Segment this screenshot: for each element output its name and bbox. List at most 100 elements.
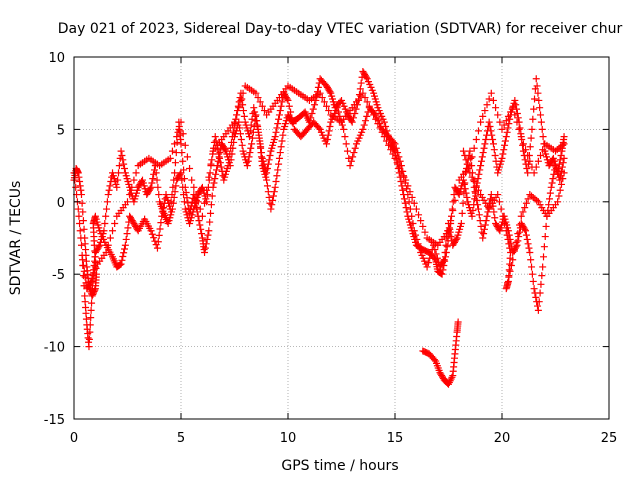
data-point xyxy=(307,114,315,122)
data-point xyxy=(76,227,84,235)
data-point xyxy=(499,150,507,158)
data-point xyxy=(150,234,158,242)
data-point xyxy=(559,175,567,183)
data-point xyxy=(395,163,403,171)
data-point xyxy=(430,356,438,364)
data-point xyxy=(499,212,507,220)
data-point xyxy=(210,179,218,187)
data-point xyxy=(530,169,538,177)
data-point xyxy=(482,136,490,144)
data-point xyxy=(511,96,519,104)
data-point xyxy=(426,254,434,262)
data-point xyxy=(495,198,503,206)
data-point xyxy=(128,183,136,191)
data-point xyxy=(410,227,418,235)
data-point xyxy=(147,227,155,235)
data-point xyxy=(176,170,184,178)
data-point xyxy=(546,195,554,203)
data-point xyxy=(517,133,525,141)
data-point xyxy=(361,94,369,102)
data-point xyxy=(237,96,245,104)
data-point xyxy=(201,248,209,256)
data-point xyxy=(119,253,127,261)
data-series xyxy=(70,67,568,388)
data-point xyxy=(549,156,557,164)
data-point xyxy=(355,91,363,99)
data-point xyxy=(467,154,475,162)
data-point xyxy=(275,154,283,162)
data-point xyxy=(433,254,441,262)
data-point xyxy=(445,227,452,235)
data-point xyxy=(507,262,515,270)
data-point xyxy=(252,89,260,97)
data-point xyxy=(560,140,568,148)
data-point xyxy=(472,136,480,144)
data-point xyxy=(132,169,140,177)
data-point xyxy=(231,118,238,126)
data-point xyxy=(102,212,110,220)
data-point xyxy=(447,233,455,241)
data-point xyxy=(233,111,241,119)
data-point xyxy=(528,270,536,278)
x-tick-label: 0 xyxy=(70,431,78,446)
data-point xyxy=(342,140,350,148)
data-point xyxy=(458,209,466,217)
data-point xyxy=(385,141,393,149)
data-point xyxy=(404,182,412,190)
data-point xyxy=(463,193,471,201)
data-point xyxy=(538,125,546,133)
data-point xyxy=(205,173,213,181)
data-point xyxy=(459,199,467,207)
data-point xyxy=(211,133,219,141)
data-point xyxy=(264,188,272,196)
data-point xyxy=(451,196,459,204)
data-point xyxy=(195,217,203,225)
data-point xyxy=(269,192,277,200)
data-point xyxy=(490,208,498,216)
data-point xyxy=(501,137,509,145)
data-point xyxy=(229,128,237,136)
data-point xyxy=(207,201,215,209)
data-point xyxy=(476,166,484,174)
data-point xyxy=(480,225,488,233)
data-point xyxy=(519,140,527,148)
data-point xyxy=(474,201,482,209)
data-point xyxy=(154,238,162,246)
data-point xyxy=(278,98,286,106)
data-point xyxy=(483,101,491,109)
data-point xyxy=(522,231,530,239)
data-point xyxy=(324,131,332,139)
data-point xyxy=(542,222,550,230)
data-point xyxy=(156,225,164,233)
data-point xyxy=(115,162,123,170)
data-point xyxy=(489,140,497,148)
data-point xyxy=(121,241,129,249)
data-point xyxy=(212,137,220,145)
data-point xyxy=(480,230,488,238)
data-point xyxy=(501,220,509,228)
data-point xyxy=(482,217,490,225)
data-point xyxy=(405,198,413,206)
data-point xyxy=(215,150,223,158)
data-point xyxy=(111,220,119,228)
data-point xyxy=(323,140,331,148)
series-track-e xyxy=(459,147,568,293)
data-point xyxy=(251,112,259,120)
data-point xyxy=(87,306,95,314)
data-point xyxy=(201,244,209,252)
data-point xyxy=(504,279,512,287)
data-point xyxy=(254,125,262,133)
data-point xyxy=(192,191,200,199)
data-point xyxy=(197,225,205,233)
data-point xyxy=(148,230,156,238)
data-point xyxy=(77,186,85,194)
data-point xyxy=(235,104,243,112)
data-point xyxy=(468,153,476,161)
data-point xyxy=(77,234,85,242)
data-point xyxy=(521,156,529,164)
data-point xyxy=(198,212,206,220)
data-point xyxy=(503,231,511,239)
data-point xyxy=(257,149,265,157)
data-point xyxy=(177,140,185,148)
